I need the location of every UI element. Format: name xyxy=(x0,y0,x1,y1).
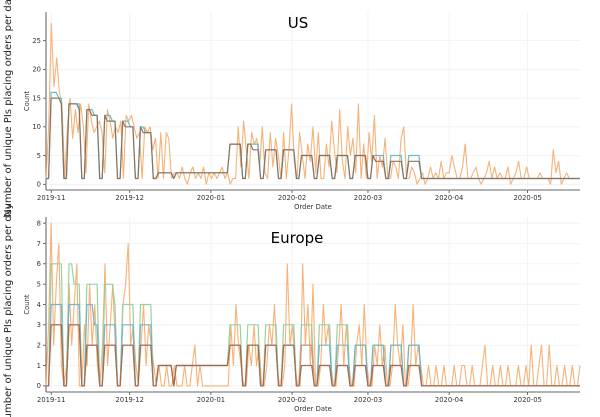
y-tick-label: 4 xyxy=(37,301,41,309)
x-tick-label: 2019-12 xyxy=(116,396,144,404)
x-tick-label: 2019-11 xyxy=(37,396,65,404)
y-axis-title: Count xyxy=(23,294,31,315)
x-tick-label: 2019-12 xyxy=(116,194,144,202)
x-tick-label: 2020-01 xyxy=(197,396,225,404)
series-line xyxy=(45,222,581,387)
y-tick-label: 10 xyxy=(32,123,41,131)
y-tick-label: 8 xyxy=(37,219,41,227)
y-tick-label: 1 xyxy=(37,362,41,370)
y-tick-label: 0 xyxy=(37,181,41,189)
x-tick-label: 2020-05 xyxy=(513,194,541,202)
y-tick-label: 20 xyxy=(32,66,41,74)
x-tick-label: 2020-02 xyxy=(278,194,306,202)
y-tick-label: 3 xyxy=(37,321,41,329)
y-tick-label: 7 xyxy=(37,240,41,248)
series-line xyxy=(46,324,580,387)
series-line xyxy=(46,97,580,180)
y-tick-label: 15 xyxy=(32,94,41,102)
y-axis-label: Number of unique PIs placing orders per … xyxy=(3,0,14,217)
chart-us: 0 5 10 15 20 25 2019-11 2019-12 2020-01 2020-02 20… xyxy=(23,12,580,211)
x-tick-label: 2019-11 xyxy=(37,194,65,202)
x-tick-label: 2020-04 xyxy=(435,396,463,404)
y-tick-label: 2 xyxy=(37,341,41,349)
y-tick-label: 5 xyxy=(37,152,41,160)
y-tick-label: 25 xyxy=(32,37,41,45)
series-line xyxy=(45,22,580,185)
y-axis-label-europe: Number of unique PIs placing orders per … xyxy=(3,203,14,417)
chart-title: US xyxy=(288,14,309,32)
x-tick-label: 2020-04 xyxy=(435,194,463,202)
x-tick-label: 2020-03 xyxy=(354,396,382,404)
chart-europe: 0 1 2 3 4 5 6 7 8 2019-11 2019-12 2020-01 2020-02 202… xyxy=(23,217,581,413)
y-tick-label: 6 xyxy=(37,260,41,268)
x-axis-title: Order Date xyxy=(294,203,332,211)
x-tick-label: 2020-02 xyxy=(278,396,306,404)
x-tick-label: 2020-01 xyxy=(197,194,225,202)
x-axis-title: Order Date xyxy=(294,405,332,413)
chart-title: Europe xyxy=(271,229,324,247)
x-tick-label: 2020-05 xyxy=(513,396,541,404)
y-tick-label: 5 xyxy=(37,280,41,288)
x-tick-label: 2020-03 xyxy=(354,194,382,202)
y-tick-label: 0 xyxy=(37,382,41,390)
y-axis-title: Count xyxy=(23,91,31,112)
